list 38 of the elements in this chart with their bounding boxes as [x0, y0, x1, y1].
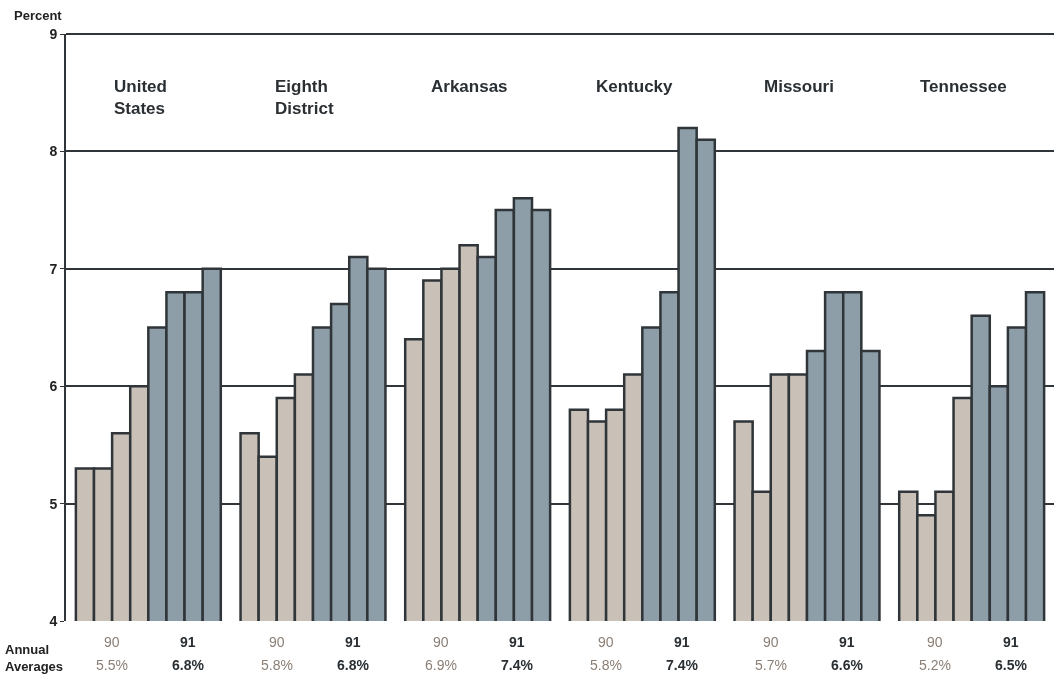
y-tick-label: 7: [49, 260, 58, 277]
text: 91: [1003, 634, 1019, 650]
text: 6.5%: [995, 657, 1028, 673]
text: 5.8%: [590, 657, 622, 673]
text: 5.8%: [261, 657, 293, 673]
text: 5.2%: [919, 657, 951, 673]
text: 91: [674, 634, 690, 650]
text: 90: [269, 634, 285, 650]
text: 90: [598, 634, 614, 650]
y-tick-label: 8: [49, 143, 58, 160]
y-tick-label: 9: [49, 25, 58, 42]
text: 91: [509, 634, 525, 650]
y-axis-title: Percent: [14, 8, 63, 23]
text: 6.9%: [425, 657, 457, 673]
x-tick-label: Missouri: [764, 77, 834, 96]
y-tick-label: 5: [49, 495, 58, 512]
x-tick-label: United States: [114, 77, 167, 119]
y-tick-label: 4: [49, 612, 58, 629]
text: 6.6%: [831, 657, 864, 673]
text: 6.8%: [172, 657, 205, 673]
text: 91: [180, 634, 196, 650]
text: 6.8%: [337, 657, 370, 673]
text: 5.7%: [755, 657, 787, 673]
x-tick-label: Tennessee: [920, 77, 1007, 96]
text: 7.4%: [501, 657, 534, 673]
text: 90: [433, 634, 449, 650]
text: 90: [763, 634, 779, 650]
x-tick-label: Kentucky: [596, 77, 674, 96]
x-tick-label: Eighth District: [275, 77, 334, 119]
text: 5.5%: [96, 657, 128, 673]
text: Annual Averages: [5, 642, 64, 674]
text: 90: [927, 634, 943, 650]
text: 91: [345, 634, 361, 650]
text: 91: [839, 634, 855, 650]
text: 90: [104, 634, 120, 650]
y-tick-label: 6: [49, 378, 58, 395]
x-tick-label: Arkansas: [431, 77, 508, 96]
text: 7.4%: [666, 657, 699, 673]
